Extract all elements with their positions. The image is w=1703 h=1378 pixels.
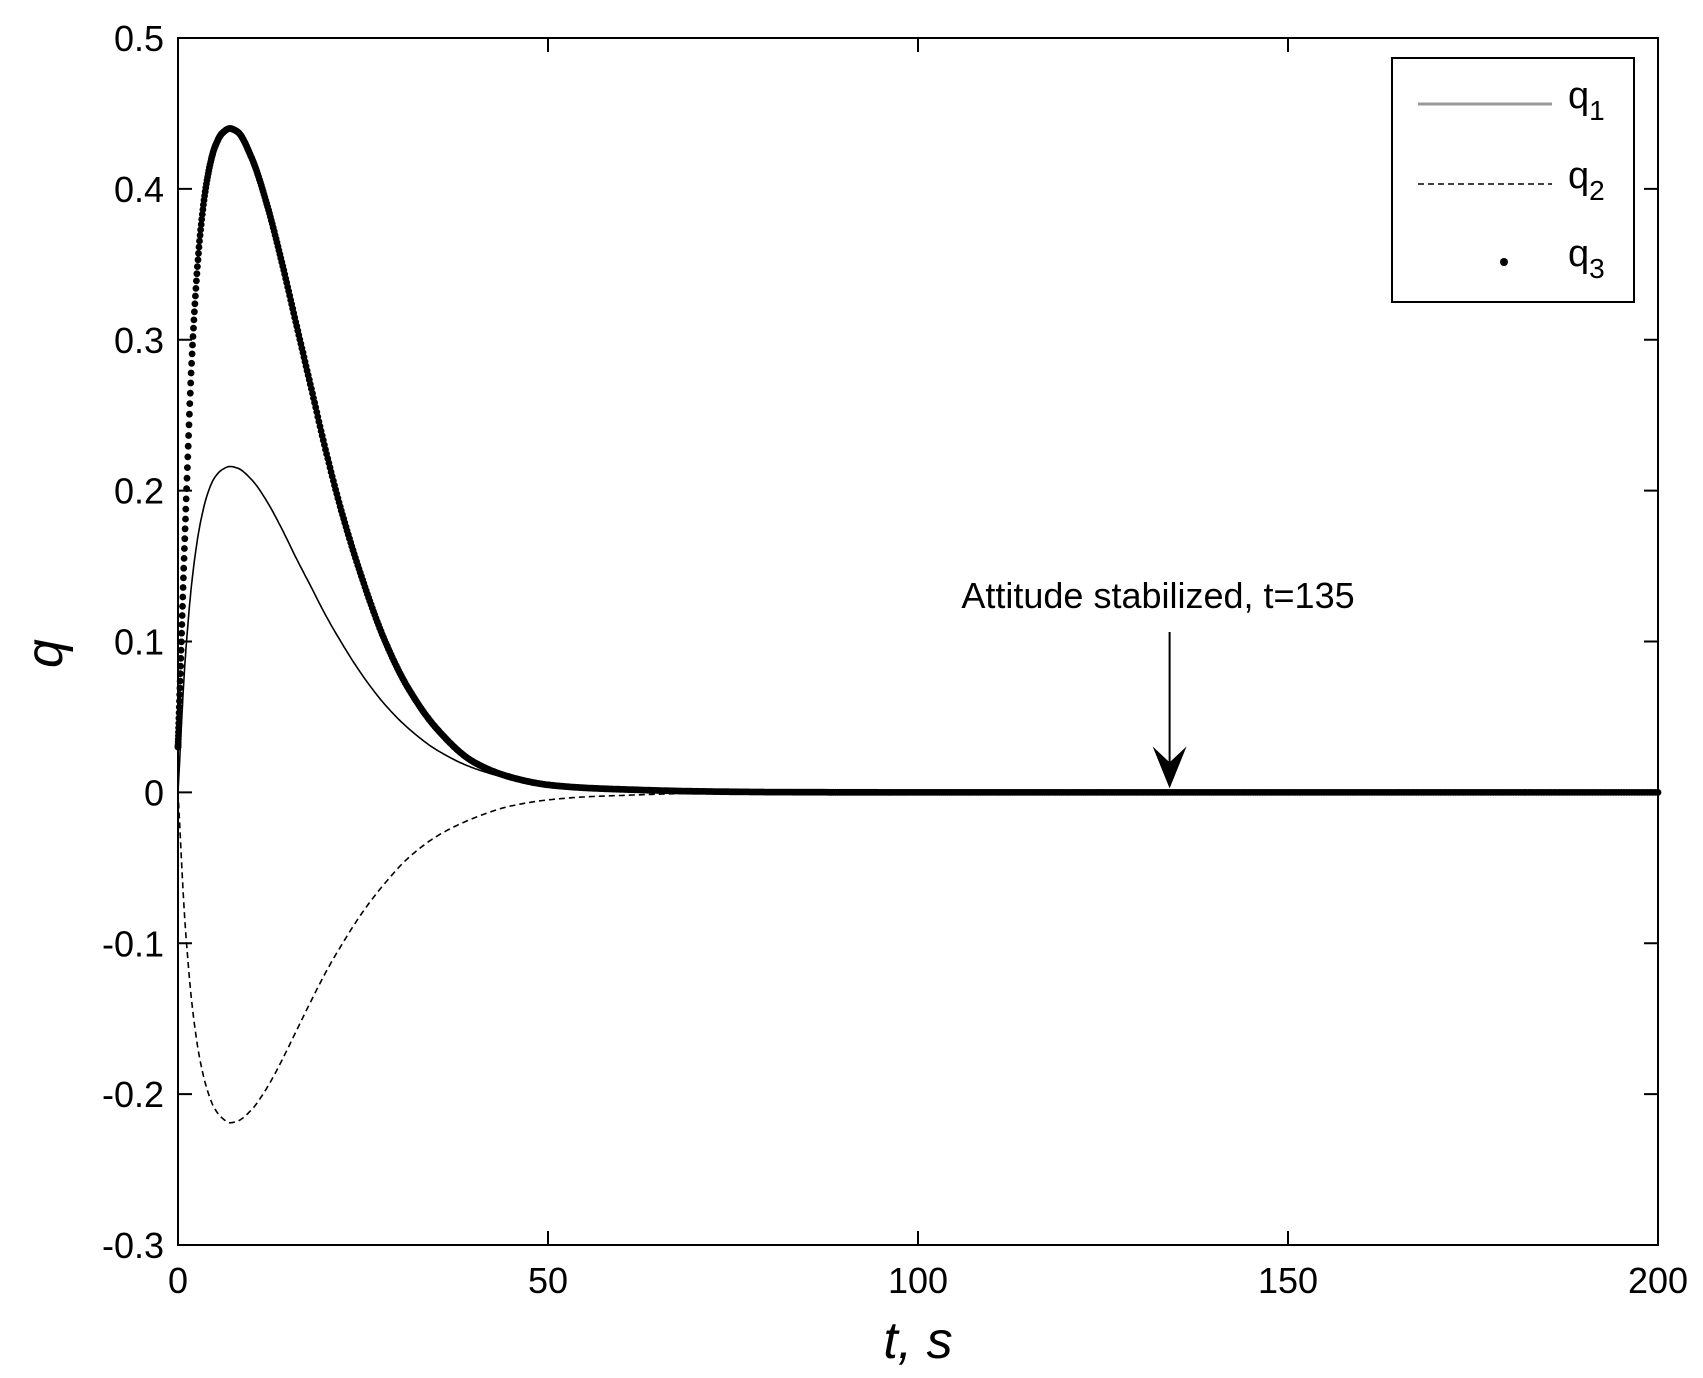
q3-point	[178, 629, 186, 637]
x-tick-label: 150	[1258, 1260, 1318, 1301]
q3-point	[186, 410, 193, 418]
x-tick-label: 100	[888, 1260, 948, 1301]
q3-point	[188, 359, 196, 367]
series-q3-dots	[174, 125, 1662, 796]
y-tick-label: 0.3	[114, 320, 164, 361]
annotation-text: Attitude stabilized, t=135	[961, 575, 1354, 616]
legend-label: q3	[1568, 233, 1605, 284]
q3-point	[177, 646, 185, 654]
y-tick-label: 0.2	[114, 471, 164, 512]
q3-point	[197, 221, 205, 228]
plot-marks	[174, 125, 1662, 1124]
q3-point	[186, 389, 194, 397]
x-tick-label: 0	[168, 1260, 188, 1301]
legend-q3: q3	[1500, 233, 1605, 284]
q3-point	[189, 341, 196, 349]
legend-label: q1	[1568, 75, 1605, 126]
q3-point	[184, 464, 191, 471]
q3-point	[197, 226, 205, 234]
annotation: Attitude stabilized, t=135	[961, 575, 1355, 789]
q3-point	[198, 216, 206, 223]
q3-point	[182, 495, 190, 503]
q3-point	[185, 421, 193, 429]
q3-point	[178, 612, 186, 619]
q3-point	[194, 263, 201, 270]
y-tick-label: 0.4	[114, 169, 164, 210]
q3-point	[180, 564, 188, 572]
q3-point	[181, 535, 189, 543]
q3-point	[179, 584, 187, 591]
x-tick-label: 50	[528, 1260, 568, 1301]
y-tick-label: -0.3	[102, 1225, 164, 1266]
q3-point	[190, 324, 197, 332]
q3-point	[188, 350, 196, 358]
q3-point	[183, 474, 191, 482]
legend-q2: q2	[1418, 155, 1605, 206]
q3-point	[182, 505, 190, 513]
q3-point	[191, 300, 199, 308]
q3-point	[192, 285, 200, 292]
q3-point	[179, 602, 186, 610]
x-tick-label: 200	[1628, 1260, 1688, 1301]
q3-point	[187, 369, 195, 377]
q3-point	[182, 515, 189, 523]
q3-point	[196, 237, 203, 245]
q3-point	[191, 308, 198, 316]
y-tick-label: 0	[144, 772, 164, 813]
legend-box	[1391, 57, 1635, 303]
q3-point	[193, 270, 201, 278]
q3-point	[181, 525, 189, 533]
y-tick-label: -0.2	[102, 1074, 164, 1115]
q3-point	[178, 621, 186, 628]
q3-point	[187, 379, 195, 387]
q3-point	[190, 316, 198, 324]
q3-point	[193, 277, 200, 285]
y-tick-label: -0.1	[102, 923, 164, 964]
q3-point	[189, 333, 197, 340]
q3-point	[186, 400, 194, 407]
q3-point	[180, 574, 187, 582]
legend: q1 q2 q3	[1391, 57, 1635, 303]
x-axis-label: t, s	[883, 1312, 952, 1370]
legend-dot-marker	[1500, 258, 1508, 266]
legend-label: q2	[1568, 155, 1605, 206]
q3-point	[184, 442, 192, 450]
q3-point	[180, 555, 188, 562]
q3-point	[184, 453, 192, 461]
q3-point	[179, 593, 187, 601]
annotation-arrow-head	[1152, 746, 1187, 789]
q3-point	[194, 256, 202, 264]
y-axis-label: q	[16, 639, 74, 668]
q3-point	[195, 243, 203, 251]
q3-point	[181, 545, 188, 552]
y-tick-label: 0.1	[114, 622, 164, 663]
q3-point	[185, 432, 193, 439]
legend-q1: q1	[1418, 75, 1605, 126]
q3-point	[175, 703, 183, 711]
axis-ticks: 0 50 100 150 200 -0.3 -0.2 -0.1 0 0.1 0.2 0.3 0.4 0.5	[102, 18, 1688, 1301]
q3-point	[195, 249, 202, 257]
q3-point	[177, 654, 185, 662]
q3-point	[192, 292, 199, 300]
q3-point	[196, 231, 204, 239]
y-tick-label: 0.5	[114, 18, 164, 59]
